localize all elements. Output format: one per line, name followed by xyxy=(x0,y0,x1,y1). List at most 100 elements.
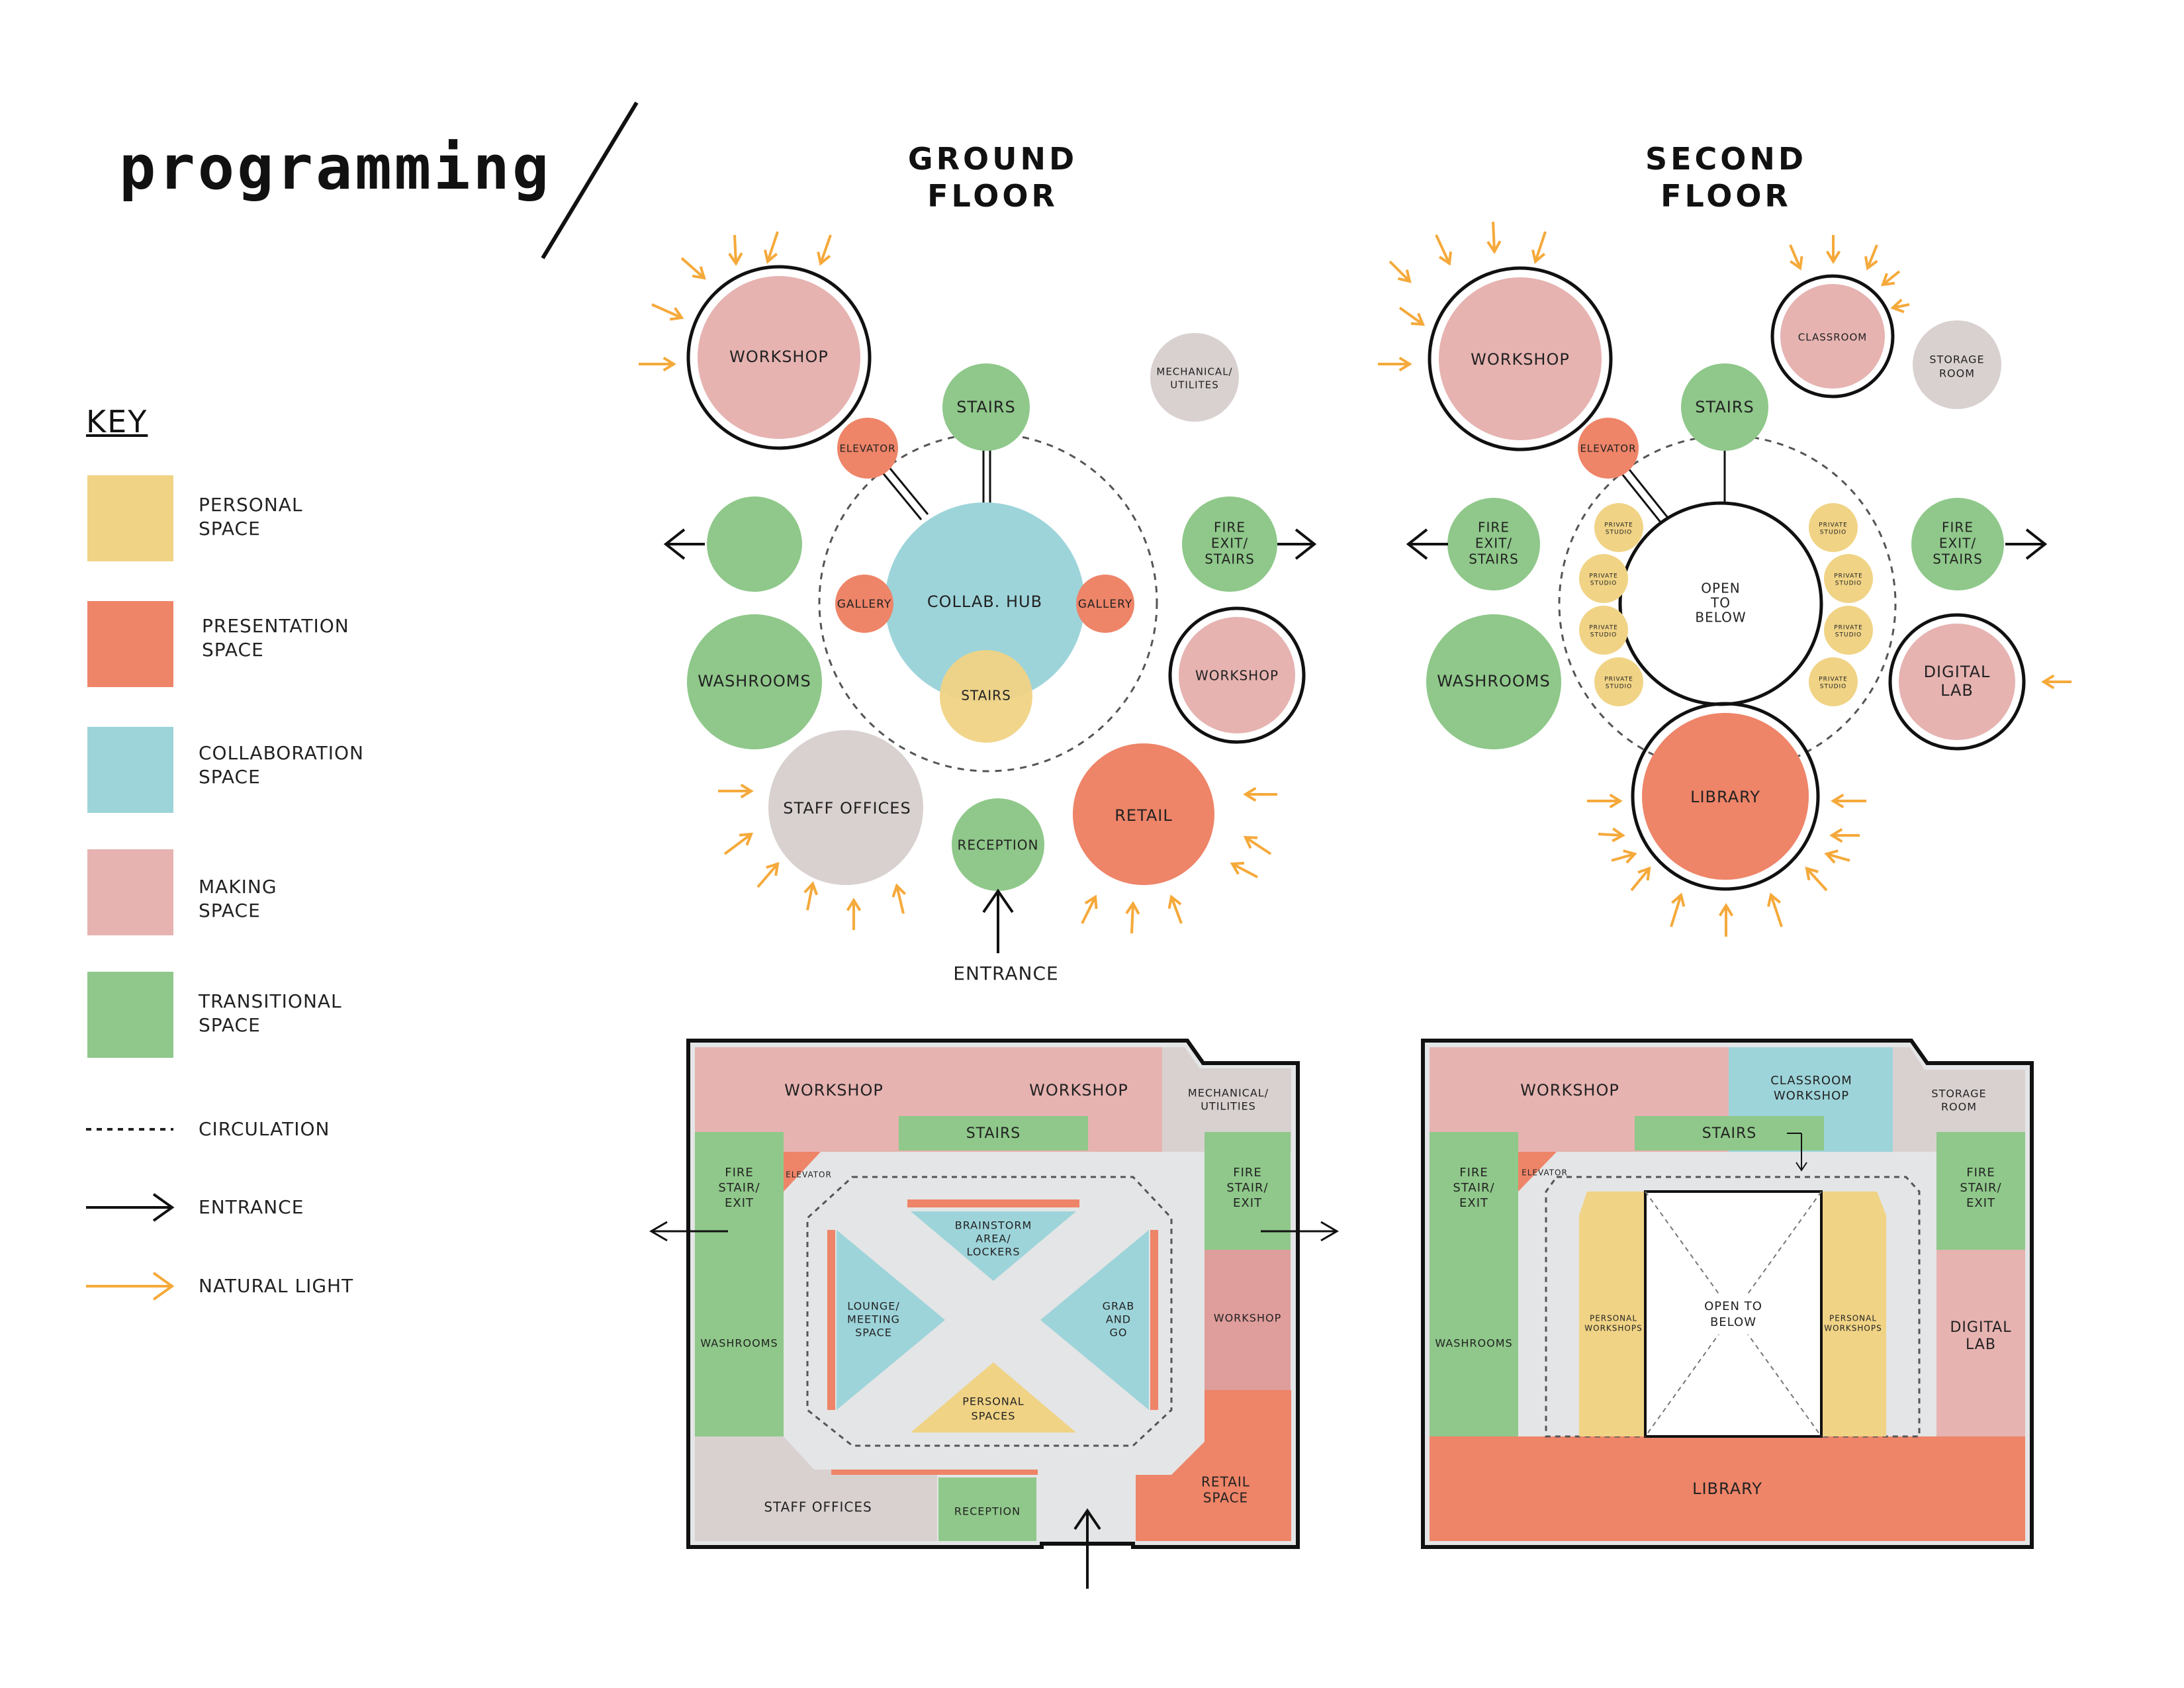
plan-stair-arrow-head xyxy=(1796,1162,1807,1172)
private-studio-label: PRIVATE xyxy=(1834,625,1863,632)
plan-label-brainstorm-1: BRAINSTORM xyxy=(955,1219,1032,1232)
page-title: programming xyxy=(119,132,552,203)
plan-label-stairs: STAIRS xyxy=(1702,1125,1756,1142)
natural-light-arrow-icon xyxy=(891,883,907,914)
plan-label-mechanical-1: MECHANICAL/ xyxy=(1188,1087,1269,1100)
bubble-elevator xyxy=(1578,418,1639,479)
library-outline xyxy=(1631,702,1820,891)
workshop-outline xyxy=(686,265,872,450)
plan-label-grab-1: GRAB xyxy=(1103,1300,1135,1313)
label-stairs: STAIRS xyxy=(1695,398,1754,416)
exit-arrow-west-head xyxy=(1406,528,1428,560)
entrance-arrow-head xyxy=(982,888,1014,914)
label-open-3: BELOW xyxy=(1695,610,1746,626)
bubble-stairs-center xyxy=(940,650,1032,743)
legend-label-collaboration-line-2: SPACE xyxy=(199,766,261,788)
natural-light-arrow-icon xyxy=(756,862,780,888)
plan-brainstorm xyxy=(911,1211,1076,1281)
plan-label-retail-2: SPACE xyxy=(1203,1490,1248,1506)
exit-arrow-east-head xyxy=(1295,528,1317,560)
plan-open-label-backing xyxy=(1691,1296,1776,1335)
private-studio-label: PRIVATE xyxy=(1834,573,1863,580)
plan-label-personal-ws-right-2: WORKSHOPS xyxy=(1824,1324,1882,1333)
label-retail: RETAIL xyxy=(1115,806,1173,825)
bubble-stairs-top xyxy=(942,363,1030,451)
natural-light-arrow-icon xyxy=(1805,867,1828,892)
label-washrooms: WASHROOMS xyxy=(1437,672,1551,690)
private-studio-labels: PRIVATE STUDIO PRIVATE STUDIO PRIVATE ST… xyxy=(1589,522,1863,690)
legend-label-entrance: ENTRANCE xyxy=(199,1196,304,1218)
private-studio-label: PRIVATE xyxy=(1604,522,1633,529)
plan-fire-stair-right xyxy=(1936,1132,2025,1250)
private-studio-label: STUDIO xyxy=(1835,632,1862,639)
plan-lounge xyxy=(837,1230,945,1410)
label-stairs-center: STAIRS xyxy=(961,688,1011,704)
label-gallery-left: GALLERY xyxy=(837,598,892,611)
natural-light-arrow-icon xyxy=(846,898,862,930)
label-fire-left-1: FIRE xyxy=(1478,520,1510,536)
legend-label-natural-light: NATURAL LIGHT xyxy=(199,1275,354,1297)
bubble-private-studio xyxy=(1579,554,1628,603)
bubble-green-exit xyxy=(707,496,802,592)
private-studio-label: STUDIO xyxy=(1590,632,1617,639)
plan-workshop-3 xyxy=(1205,1250,1291,1390)
plan-label-washrooms: WASHROOMS xyxy=(1435,1337,1512,1350)
plan-label-staff-offices: STAFF OFFICES xyxy=(764,1499,872,1515)
natural-light-arrow-icon xyxy=(1831,793,1866,809)
private-studio-label: STUDIO xyxy=(1835,581,1862,587)
plan-mechanical xyxy=(1162,1047,1291,1152)
label-stairs-top: STAIRS xyxy=(956,398,1015,416)
private-studio-label: PRIVATE xyxy=(1589,573,1618,580)
natural-light-arrow-icon xyxy=(1829,827,1860,843)
plan-label-open-2: BELOW xyxy=(1710,1315,1756,1329)
title-slash xyxy=(541,101,639,259)
legend-label-personal-line-1: PERSONAL xyxy=(199,494,303,516)
plan-label-fire-left-1: FIRE xyxy=(1459,1166,1488,1180)
natural-light-arrow-icon xyxy=(1881,270,1901,287)
plan-label-elevator: ELEVATOR xyxy=(1522,1168,1568,1178)
plan-staff-offices xyxy=(695,1436,937,1541)
label-washrooms: WASHROOMS xyxy=(698,672,811,690)
plan-label-fire-right-2: STAIR/ xyxy=(1960,1181,2001,1195)
natural-light-arrow-icon xyxy=(1890,299,1910,314)
legend-entrance-arrow-icon xyxy=(86,1193,175,1222)
label-fire-right-3: STAIRS xyxy=(1933,551,1983,567)
plan-label-fire-right-1: FIRE xyxy=(1966,1166,1995,1180)
label-workshop-2: WORKSHOP xyxy=(1195,668,1279,684)
bubble-staff-offices xyxy=(768,730,923,885)
legend-swatch-personal xyxy=(87,475,173,561)
plan-label-fire-right-3: EXIT xyxy=(1233,1196,1262,1210)
plan-label-library: LIBRARY xyxy=(1692,1479,1762,1498)
plan-label-personal-2: SPACES xyxy=(972,1410,1016,1423)
second-floor-title-line-1: SECOND xyxy=(1645,141,1807,177)
plan-fire-stair-right xyxy=(1205,1132,1291,1250)
bubble-fire-exit-right xyxy=(1911,498,2004,590)
bubble-mechanical xyxy=(1150,333,1239,422)
legend-swatch-making xyxy=(87,849,173,935)
legend-label-transitional: TRANSITIONAL SPACE xyxy=(199,990,342,1037)
plan-label-personal-ws-right-1: PERSONAL xyxy=(1829,1314,1877,1323)
natural-light-arrow-icon xyxy=(1611,849,1637,864)
private-studio-label: PRIVATE xyxy=(1819,677,1848,683)
bubble-private-studio xyxy=(1824,606,1873,655)
natural-light-arrow-icon xyxy=(803,881,819,911)
plan-label-fire-left-2: STAIR/ xyxy=(1453,1181,1494,1195)
plan-elevator xyxy=(1518,1152,1557,1192)
plan-label-fire-right-1: FIRE xyxy=(1233,1166,1262,1180)
label-reception: RECEPTION xyxy=(957,837,1038,853)
plan-label-classroom-1: CLASSROOM xyxy=(1770,1074,1852,1088)
natural-light-arrow-icon xyxy=(680,257,706,280)
bubble-private-studio xyxy=(1594,503,1643,552)
natural-light-arrow-icon xyxy=(1864,244,1878,271)
label-collab-hub: COLLAB. HUB xyxy=(927,592,1042,611)
plan-label-workshop-2: WORKSHOP xyxy=(1029,1081,1128,1100)
bubble-private-studio xyxy=(1579,606,1628,655)
private-studio-label: STUDIO xyxy=(1820,684,1846,690)
workshop-outline xyxy=(1428,266,1613,451)
exit-arrow-west-head xyxy=(663,528,686,560)
legend-natural-light-arrow-icon xyxy=(86,1272,175,1301)
natural-light-arrow-icon xyxy=(1378,356,1412,372)
bubble-reception xyxy=(952,798,1044,891)
natural-light-arrow-icon xyxy=(1824,849,1850,864)
